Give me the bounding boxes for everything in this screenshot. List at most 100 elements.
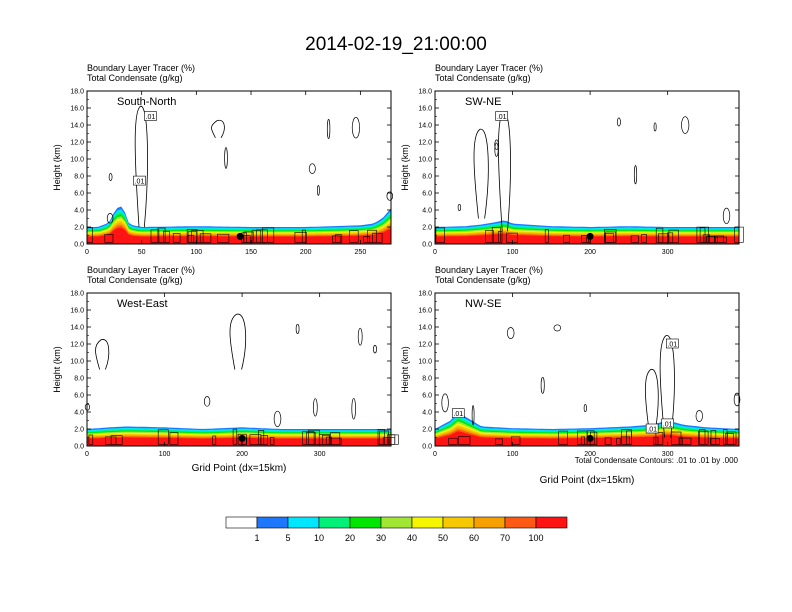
x-tick-label: 300: [662, 249, 674, 256]
cloud-blob-contour: [494, 139, 499, 151]
cloud-blob-contour: [616, 117, 621, 127]
colorbar-swatch: [380, 516, 413, 529]
colorbar-label: 70: [500, 533, 510, 543]
panel-label: West-East: [117, 298, 168, 310]
contour-box: [372, 232, 383, 243]
y-tick-label: 0.0: [74, 242, 84, 249]
contour-label: .01: [497, 114, 507, 121]
contour-label-box: [144, 111, 157, 121]
panel-subtitle-tracer: Boundary Layer Tracer (%): [87, 265, 195, 275]
x-tick-label: 200: [300, 249, 312, 256]
y-tick-label: 2.0: [74, 225, 84, 232]
location-marker: [238, 434, 246, 442]
y-tick-label: 6.0: [74, 393, 84, 400]
y-tick-label: 14.0: [70, 123, 84, 130]
contour-label: .01: [453, 411, 463, 418]
panels-group: Boundary Layer Tracer (%)Total Condensat…: [52, 63, 744, 486]
colorbar: 1 5 10 20 30 40 50 60 70 100: [225, 516, 568, 543]
x-tick-label: 100: [191, 249, 203, 256]
cloud-blob-contour: [441, 393, 449, 413]
contour-box: [332, 235, 341, 243]
x-tick-label: 200: [584, 451, 596, 458]
contour-box: [172, 233, 181, 243]
y-tick-label: 6.0: [422, 393, 432, 400]
cloud-blob-contour: [722, 207, 731, 225]
contour-box: [621, 429, 632, 445]
contour-box: [232, 428, 238, 445]
colorbar-swatch: [473, 516, 506, 529]
contour-box: [510, 436, 521, 445]
contour-box: [191, 230, 204, 243]
contour-box: [257, 429, 265, 445]
panel-sw-ne: Boundary Layer Tracer (%)Total Condensat…: [400, 63, 744, 256]
y-tick-label: 4.0: [74, 208, 84, 215]
cloud-contour: [229, 313, 246, 370]
contour-box: [630, 235, 639, 243]
y-tick-label: 10.0: [418, 157, 432, 164]
x-axis-title: Grid Point (dx=15km): [540, 475, 635, 486]
contour-box: [616, 437, 621, 445]
panel-label: SW-NE: [465, 96, 501, 108]
contour-box: [706, 236, 718, 243]
contour-box: [110, 435, 123, 445]
colorbar-swatch: [411, 516, 444, 529]
cloud-blob-contour: [203, 396, 211, 407]
panel-subtitle-tracer: Boundary Layer Tracer (%): [87, 63, 195, 73]
contour-label: .01: [135, 179, 145, 186]
cloud-blob-contour: [733, 392, 741, 407]
contour-box: [199, 233, 212, 243]
colorbar-label: 100: [528, 533, 543, 543]
contour-box: [249, 434, 262, 445]
y-tick-label: 0.0: [422, 444, 432, 451]
contour-box: [262, 227, 275, 243]
panel-label: NW-SE: [465, 298, 501, 310]
y-tick-label: 12.0: [418, 140, 432, 147]
y-tick-label: 18.0: [418, 89, 432, 96]
y-axis-title: Height (km): [52, 144, 62, 191]
x-tick-label: 0: [85, 451, 89, 458]
colorbar-label: 50: [438, 533, 448, 543]
cloud-contour: [498, 111, 511, 232]
x-tick-label: 300: [314, 451, 326, 458]
y-tick-label: 2.0: [74, 427, 84, 434]
cloud-blob-contour: [695, 410, 703, 422]
contour-box: [243, 231, 254, 243]
contour-box: [668, 229, 679, 243]
figure-title: 2014-02-19_21:00:00: [305, 34, 487, 55]
contour-box: [349, 230, 359, 243]
y-tick-label: 12.0: [70, 140, 84, 147]
contour-box: [269, 437, 275, 445]
y-tick-label: 2.0: [422, 427, 432, 434]
panel-label: South-North: [117, 96, 176, 108]
colorbar-swatch: [442, 516, 475, 529]
cloud-blob-contour: [108, 173, 113, 181]
y-tick-label: 18.0: [70, 291, 84, 298]
y-tick-label: 16.0: [418, 106, 432, 113]
panel-subtitle-condensate: Total Condensate (g/kg): [87, 73, 183, 83]
panel-subtitle-condensate: Total Condensate (g/kg): [435, 73, 531, 83]
contour-label: .01: [663, 421, 673, 428]
contour-box: [163, 230, 170, 243]
contour-box: [723, 429, 728, 445]
y-tick-label: 16.0: [70, 308, 84, 315]
cloud-blob-contour: [351, 117, 360, 139]
panel-subtitle-tracer: Boundary Layer Tracer (%): [435, 63, 543, 73]
plot-frame: [434, 90, 740, 245]
contour-label-box: [666, 338, 679, 349]
cloud-contour: [473, 128, 489, 219]
x-tick-label: 250: [355, 249, 367, 256]
x-tick-label: 0: [85, 249, 89, 256]
contour-box: [558, 430, 568, 445]
contour-box: [727, 431, 737, 445]
contour-box: [256, 229, 268, 243]
x-tick-label: 50: [138, 249, 146, 256]
colorbar-swatch: [535, 516, 568, 529]
contour-box: [605, 231, 616, 243]
y-axis-title: Height (km): [400, 346, 410, 393]
colorbar-swatch: [504, 516, 537, 529]
contour-box: [710, 430, 717, 445]
contour-box: [667, 232, 674, 243]
cloud-blob-contour: [326, 119, 331, 139]
x-tick-label: 100: [507, 249, 519, 256]
